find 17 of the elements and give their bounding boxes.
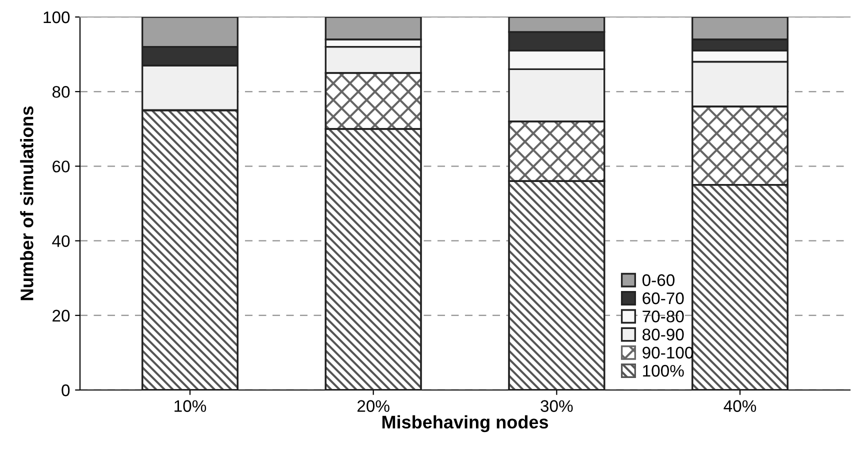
y-tick-label: 100 <box>44 11 70 24</box>
legend-label: 70-80 <box>642 310 684 322</box>
y-axis-title: Number of simulations <box>20 106 34 300</box>
x-axis-title: Misbehaving nodes <box>382 415 548 432</box>
y-tick-label: 0 <box>62 384 70 396</box>
x-tick-label: 30% <box>540 400 573 412</box>
x-tick-label: 40% <box>724 400 756 412</box>
x-tick-label: 20% <box>357 400 390 412</box>
legend-label: 80-90 <box>642 328 684 340</box>
y-tick-label: 60 <box>52 160 70 172</box>
y-tick-label: 20 <box>52 310 70 322</box>
x-tick-label: 10% <box>174 400 206 412</box>
legend-label: 100% <box>643 364 684 377</box>
legend-label: 60-70 <box>642 292 684 304</box>
y-tick-label: 40 <box>52 235 70 248</box>
legend-label: 0-60 <box>642 274 675 286</box>
y-tick-label: 80 <box>52 86 70 98</box>
